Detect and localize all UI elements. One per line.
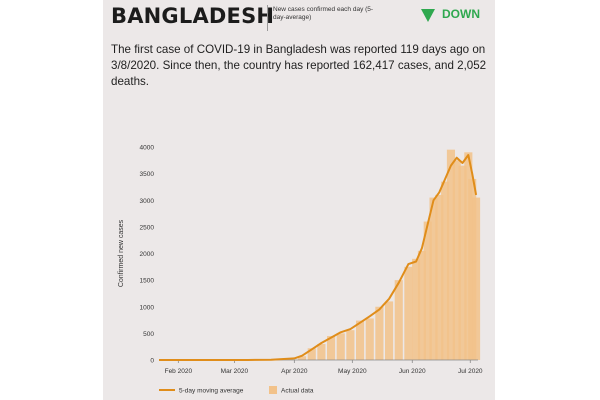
actual-data-bar [472,197,481,360]
legend-bar-swatch [269,386,277,394]
actual-data-bars [298,149,481,360]
chart-legend: 5-day moving average Actual data [159,386,314,395]
actual-data-bar [404,266,413,360]
intro-paragraph: The first case of COVID-19 in Bangladesh… [111,43,487,88]
actual-data-bar [385,301,394,360]
y-tick-label: 2000 [140,251,155,258]
actual-data-bar [423,221,432,360]
actual-data-bar [458,165,467,360]
actual-data-bar [435,194,444,360]
actual-data-bar [336,333,345,360]
x-tick-label: Jul 2020 [458,368,483,375]
moving-average-layer [159,154,478,361]
actual-data-bar [375,306,384,360]
actual-data-bar [356,320,365,360]
x-tick-label: May 2020 [338,368,367,375]
actual-data-bar [307,348,316,360]
chart-subtitle: New cases confirmed each day (5-day-aver… [273,6,374,21]
y-tick-label: 4000 [140,145,155,152]
header-divider [267,5,268,31]
actual-data-bar [429,197,438,360]
actual-data-bar [394,280,403,360]
y-tick-label: 2500 [140,224,155,231]
x-tick-label: Jun 2020 [399,368,426,375]
y-tick-label: 500 [143,331,154,338]
down-triangle-icon [421,9,435,22]
moving-average-line [159,154,478,361]
y-tick-label: 3000 [140,198,155,205]
x-tick-label: Mar 2020 [221,368,249,375]
actual-data-bar [412,258,421,360]
actual-data-bar [441,181,450,360]
actual-data-bar [298,356,307,360]
y-tick-label: 1500 [140,278,155,285]
x-tick-label: Feb 2020 [165,368,193,375]
y-tick-label: 0 [150,358,154,365]
actual-data-bar [346,330,355,360]
actual-data-bar [365,318,374,360]
y-tick-label: 1000 [140,304,155,311]
actual-data-bar [327,336,336,360]
actual-data-bar [452,160,461,360]
y-tick-label: 3500 [140,171,155,178]
actual-data-bar [317,344,326,360]
legend-label: Actual data [281,388,314,395]
chart-panel: BANGLADESH New cases confirmed each day … [103,0,495,400]
y-axis-label: Confirmed new cases [118,219,125,287]
x-tick-label: Apr 2020 [281,368,308,375]
actual-data-bar [417,250,426,360]
cases-chart: 0 500 1000 1500 2000 2500 3000 3500 4000 Confirme… [118,145,483,395]
actual-data-bar [446,149,455,360]
trend-label: DOWN [442,7,480,21]
legend-label: 5-day moving average [179,388,244,395]
country-title: BANGLADESH [111,4,275,28]
